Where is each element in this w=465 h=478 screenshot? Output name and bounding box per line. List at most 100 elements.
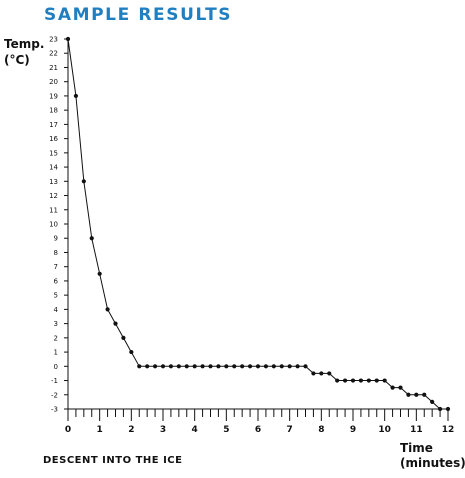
y-tick-label: 9 xyxy=(54,235,58,243)
x-tick-label: 1 xyxy=(97,425,103,435)
temperature-data-point xyxy=(350,378,356,383)
temperature-data-point xyxy=(414,392,419,397)
x-tick-label: 6 xyxy=(255,425,261,435)
tick-label-layer: -3-2-10123456789101112131415161718192021… xyxy=(49,36,454,436)
temperature-data-point xyxy=(263,364,269,369)
temperature-data-point xyxy=(311,371,316,376)
y-axis-title-line-1: Temp. xyxy=(4,37,45,51)
y-tick-label: 22 xyxy=(49,50,58,58)
x-tick-label: 0 xyxy=(65,425,71,435)
x-tick-label: 4 xyxy=(192,425,198,435)
y-tick-label: 8 xyxy=(54,249,58,257)
temperature-data-point xyxy=(208,364,213,369)
temperature-data-point xyxy=(430,399,435,404)
temperature-data-point xyxy=(73,93,79,99)
temperature-data-point xyxy=(445,406,451,412)
y-tick-label: -1 xyxy=(51,377,58,385)
temperature-data-point xyxy=(327,371,332,376)
temperature-data-point xyxy=(390,385,395,390)
x-axis-title: Time (minutes) xyxy=(400,441,465,471)
temperature-data-point xyxy=(240,364,245,369)
temperature-data-point xyxy=(176,364,181,369)
y-tick-label: 13 xyxy=(49,178,58,186)
temperature-series-line-0 xyxy=(67,38,449,410)
x-tick-label: 5 xyxy=(223,425,229,435)
chart-caption: DESCENT INTO THE ICE xyxy=(43,455,183,466)
temperature-data-point xyxy=(121,335,126,340)
temperature-data-point xyxy=(192,364,197,369)
temperature-data-point xyxy=(406,392,411,397)
temperature-data-point xyxy=(145,364,150,369)
temperature-data-point xyxy=(374,378,379,383)
x-tick-label: 11 xyxy=(410,425,423,435)
temperature-data-point xyxy=(319,371,324,376)
y-axis-title-line-2: (°C) xyxy=(4,53,30,67)
temperature-data-point xyxy=(303,364,308,369)
section-title: SAMPLE RESULTS xyxy=(44,5,233,25)
temperature-data-point xyxy=(342,378,348,383)
temperature-data-point xyxy=(89,236,94,241)
y-tick-label: 21 xyxy=(49,64,58,72)
y-tick-label: 10 xyxy=(49,221,58,229)
x-tick-label: 10 xyxy=(378,425,391,435)
temperature-data-point xyxy=(184,364,189,369)
y-tick-label: 2 xyxy=(54,334,58,342)
axis-layer xyxy=(64,37,449,421)
temperature-data-point xyxy=(81,179,86,184)
temperature-data-point xyxy=(366,378,371,383)
temperature-data-point xyxy=(398,385,403,390)
temperature-data-point xyxy=(358,378,364,383)
y-tick-label: 20 xyxy=(49,78,58,86)
y-tick-label: 7 xyxy=(54,263,58,271)
x-tick-label: 8 xyxy=(318,425,324,435)
y-tick-label: 0 xyxy=(54,363,58,371)
y-tick-label: 1 xyxy=(54,349,58,357)
y-tick-label: 4 xyxy=(54,306,59,314)
point-layer xyxy=(65,36,451,412)
y-axis-title: Temp. (°C) xyxy=(4,36,54,68)
temperature-data-point xyxy=(232,364,237,369)
y-tick-label: 16 xyxy=(49,135,58,143)
temperature-data-point xyxy=(224,364,229,369)
temperature-data-point xyxy=(437,406,443,412)
temperature-data-point xyxy=(271,364,276,369)
y-tick-label: 17 xyxy=(49,121,58,129)
temperature-data-point xyxy=(422,392,427,397)
x-tick-label: 12 xyxy=(442,425,455,435)
temperature-data-point xyxy=(129,349,134,355)
y-tick-label: 12 xyxy=(49,192,58,200)
y-tick-label: 18 xyxy=(49,107,58,115)
temperature-data-point xyxy=(335,378,340,383)
y-tick-label: 19 xyxy=(49,92,58,100)
x-tick-label: 3 xyxy=(160,425,166,435)
x-axis-title-line-1: Time xyxy=(400,441,433,455)
y-tick-label: 6 xyxy=(54,277,59,285)
x-tick-label: 7 xyxy=(287,425,293,435)
y-tick-label: 3 xyxy=(54,320,58,328)
temperature-data-point xyxy=(255,364,261,369)
temperature-data-point xyxy=(65,36,71,42)
temperature-data-point xyxy=(216,364,221,369)
y-tick-label: -3 xyxy=(51,406,58,414)
temperature-data-point xyxy=(200,364,205,369)
y-tick-label: 14 xyxy=(49,164,58,172)
temperature-data-point xyxy=(105,307,110,312)
x-tick-label: 2 xyxy=(128,425,134,435)
y-tick-label: 11 xyxy=(49,206,58,214)
temperature-data-point xyxy=(113,321,118,326)
temperature-data-point xyxy=(137,364,142,369)
temperature-data-point xyxy=(279,364,284,369)
y-tick-label: -2 xyxy=(51,391,58,399)
temperature-data-point xyxy=(97,271,102,276)
line-layer xyxy=(67,38,449,410)
temperature-data-point xyxy=(382,378,387,383)
temperature-data-point xyxy=(287,364,292,369)
y-tick-label: 15 xyxy=(49,149,58,157)
x-tick-label: 9 xyxy=(350,425,356,435)
y-tick-label: 23 xyxy=(49,36,58,44)
temperature-data-point xyxy=(160,364,166,369)
x-axis-title-line-2: (minutes) xyxy=(400,456,465,470)
temperature-data-point xyxy=(295,364,300,369)
temperature-data-point xyxy=(247,364,253,369)
